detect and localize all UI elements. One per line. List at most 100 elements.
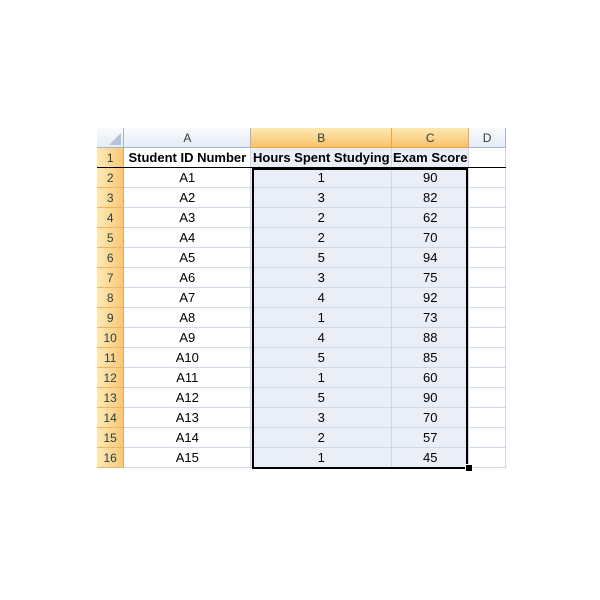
table-row: 9 A8 1 73 bbox=[97, 307, 506, 328]
cell-c[interactable]: 94 bbox=[391, 247, 470, 268]
table-row: 7 A6 3 75 bbox=[97, 267, 506, 288]
table-row: 13 A12 5 90 bbox=[97, 387, 506, 408]
cell-d[interactable] bbox=[468, 167, 506, 188]
cell-c1[interactable]: Exam Score bbox=[391, 147, 470, 168]
cell-b[interactable]: 2 bbox=[250, 207, 393, 228]
cell-c[interactable]: 85 bbox=[391, 347, 470, 368]
cell-d[interactable] bbox=[468, 327, 506, 348]
row-header[interactable]: 16 bbox=[97, 447, 125, 468]
cell-c[interactable]: 73 bbox=[391, 307, 470, 328]
cell-table[interactable]: A B C D 1 Student ID Number Hours Spent … bbox=[97, 128, 506, 468]
cell-a[interactable]: A8 bbox=[123, 307, 252, 328]
row-header[interactable]: 4 bbox=[97, 207, 125, 228]
row-header[interactable]: 3 bbox=[97, 187, 125, 208]
cell-a1[interactable]: Student ID Number bbox=[123, 147, 252, 168]
table-row: 15 A14 2 57 bbox=[97, 427, 506, 448]
cell-b[interactable]: 1 bbox=[250, 447, 393, 468]
row-header[interactable]: 6 bbox=[97, 247, 125, 268]
cell-b[interactable]: 4 bbox=[250, 327, 393, 348]
cell-c[interactable]: 70 bbox=[391, 227, 470, 248]
cell-b[interactable]: 3 bbox=[250, 187, 393, 208]
cell-c[interactable]: 88 bbox=[391, 327, 470, 348]
cell-d[interactable] bbox=[468, 447, 506, 468]
cell-c[interactable]: 60 bbox=[391, 367, 470, 388]
table-row: 12 A11 1 60 bbox=[97, 367, 506, 388]
cell-a[interactable]: A2 bbox=[123, 187, 252, 208]
select-all-triangle-icon bbox=[109, 133, 122, 145]
table-row: 10 A9 4 88 bbox=[97, 327, 506, 348]
cell-c[interactable]: 92 bbox=[391, 287, 470, 308]
cell-b[interactable]: 1 bbox=[250, 167, 393, 188]
cell-c[interactable]: 90 bbox=[391, 167, 470, 188]
cell-d[interactable] bbox=[468, 267, 506, 288]
cell-d[interactable] bbox=[468, 227, 506, 248]
cell-b[interactable]: 5 bbox=[250, 347, 393, 368]
cell-a[interactable]: A12 bbox=[123, 387, 252, 408]
cell-c[interactable]: 90 bbox=[391, 387, 470, 408]
column-header-a[interactable]: A bbox=[123, 128, 252, 148]
cell-d1[interactable] bbox=[468, 147, 506, 168]
row-header[interactable]: 14 bbox=[97, 407, 125, 428]
cell-d[interactable] bbox=[468, 367, 506, 388]
row-header[interactable]: 9 bbox=[97, 307, 125, 328]
cell-b[interactable]: 3 bbox=[250, 267, 393, 288]
cell-d[interactable] bbox=[468, 247, 506, 268]
cell-d[interactable] bbox=[468, 207, 506, 228]
row-header[interactable]: 13 bbox=[97, 387, 125, 408]
cell-c[interactable]: 75 bbox=[391, 267, 470, 288]
row-header[interactable]: 2 bbox=[97, 167, 125, 188]
cell-a[interactable]: A1 bbox=[123, 167, 252, 188]
row-header[interactable]: 12 bbox=[97, 367, 125, 388]
table-row: 11 A10 5 85 bbox=[97, 347, 506, 368]
cell-d[interactable] bbox=[468, 187, 506, 208]
cell-c[interactable]: 57 bbox=[391, 427, 470, 448]
cell-a[interactable]: A9 bbox=[123, 327, 252, 348]
fill-handle[interactable] bbox=[465, 464, 473, 472]
cell-b[interactable]: 4 bbox=[250, 287, 393, 308]
spreadsheet-grid[interactable]: A B C D 1 Student ID Number Hours Spent … bbox=[97, 128, 506, 473]
table-row: 5 A4 2 70 bbox=[97, 227, 506, 248]
table-row: 16 A15 1 45 bbox=[97, 447, 506, 468]
cell-d[interactable] bbox=[468, 407, 506, 428]
column-header-c[interactable]: C bbox=[391, 128, 470, 148]
cell-a[interactable]: A4 bbox=[123, 227, 252, 248]
row-header[interactable]: 7 bbox=[97, 267, 125, 288]
row-header[interactable]: 1 bbox=[97, 147, 125, 168]
column-header-b[interactable]: B bbox=[250, 128, 393, 148]
row-header[interactable]: 10 bbox=[97, 327, 125, 348]
cell-a[interactable]: A5 bbox=[123, 247, 252, 268]
column-header-d[interactable]: D bbox=[468, 128, 506, 148]
cell-a[interactable]: A7 bbox=[123, 287, 252, 308]
cell-c[interactable]: 62 bbox=[391, 207, 470, 228]
cell-d[interactable] bbox=[468, 427, 506, 448]
row-header[interactable]: 8 bbox=[97, 287, 125, 308]
table-row: 6 A5 5 94 bbox=[97, 247, 506, 268]
cell-a[interactable]: A15 bbox=[123, 447, 252, 468]
cell-b[interactable]: 2 bbox=[250, 427, 393, 448]
cell-c[interactable]: 70 bbox=[391, 407, 470, 428]
cell-b[interactable]: 2 bbox=[250, 227, 393, 248]
cell-c[interactable]: 82 bbox=[391, 187, 470, 208]
table-row: 2 A1 1 90 bbox=[97, 167, 506, 188]
cell-b1[interactable]: Hours Spent Studying bbox=[250, 147, 393, 168]
cell-b[interactable]: 5 bbox=[250, 247, 393, 268]
cell-b[interactable]: 1 bbox=[250, 367, 393, 388]
cell-a[interactable]: A13 bbox=[123, 407, 252, 428]
cell-d[interactable] bbox=[468, 307, 506, 328]
cell-a[interactable]: A11 bbox=[123, 367, 252, 388]
row-header[interactable]: 5 bbox=[97, 227, 125, 248]
cell-a[interactable]: A6 bbox=[123, 267, 252, 288]
cell-a[interactable]: A10 bbox=[123, 347, 252, 368]
cell-d[interactable] bbox=[468, 347, 506, 368]
row-header[interactable]: 15 bbox=[97, 427, 125, 448]
cell-d[interactable] bbox=[468, 287, 506, 308]
cell-a[interactable]: A3 bbox=[123, 207, 252, 228]
cell-a[interactable]: A14 bbox=[123, 427, 252, 448]
row-header[interactable]: 11 bbox=[97, 347, 125, 368]
cell-b[interactable]: 3 bbox=[250, 407, 393, 428]
cell-b[interactable]: 1 bbox=[250, 307, 393, 328]
cell-b[interactable]: 5 bbox=[250, 387, 393, 408]
cell-c[interactable]: 45 bbox=[391, 447, 470, 468]
cell-d[interactable] bbox=[468, 387, 506, 408]
select-all-corner[interactable] bbox=[97, 128, 125, 148]
